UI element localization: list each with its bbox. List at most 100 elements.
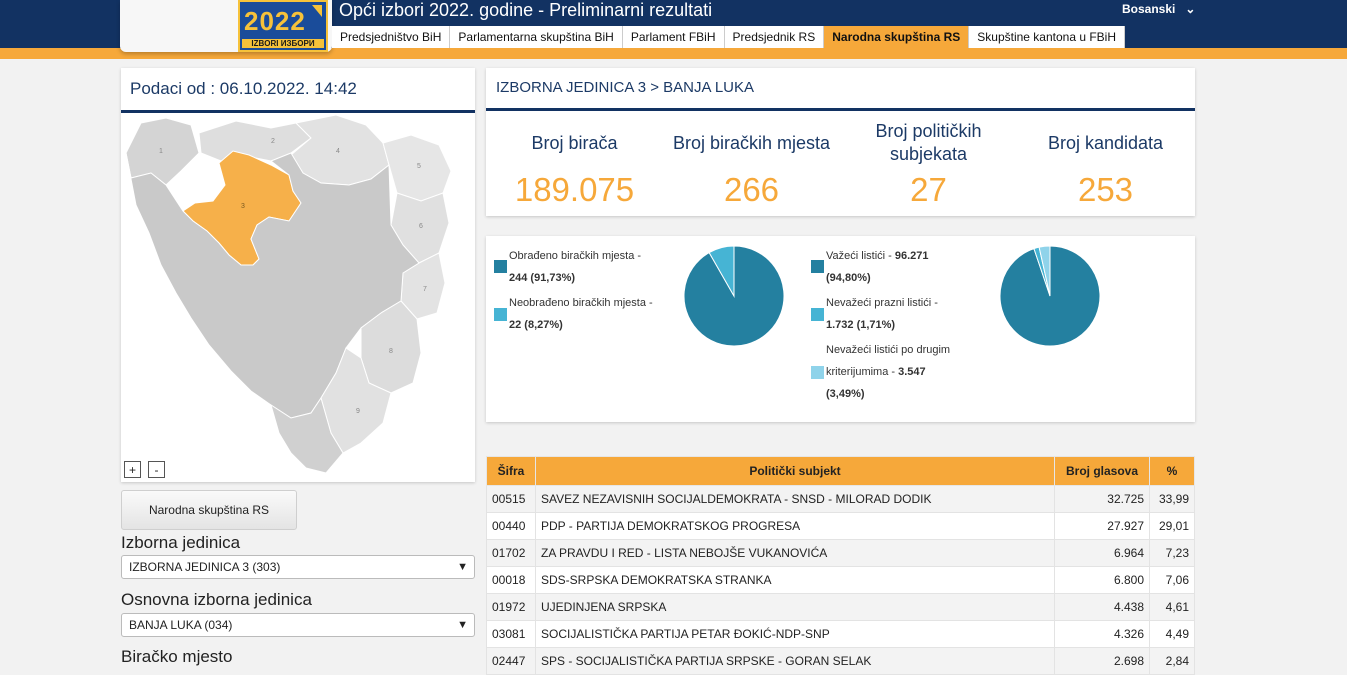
base-unit-select-value: BANJA LUKA (034): [129, 618, 233, 632]
tab-skupstine-kantona[interactable]: Skupštine kantona u FBiH: [969, 26, 1126, 48]
table-row[interactable]: 01702 ZA PRAVDU I RED - LISTA NEBOJŠE VU…: [486, 539, 1195, 567]
cell-votes: 27.927: [1054, 512, 1150, 540]
stat-candidates: Broj kandidata 253: [1017, 111, 1194, 209]
results-table: Šifra Politički subjekt Broj glasova % 0…: [486, 456, 1195, 675]
stat-political-subjects: Broj političkih subjekata 27: [840, 111, 1017, 209]
stat-label: Broj političkih subjekata: [875, 121, 982, 164]
constituency-map[interactable]: 1 2 3 4 5 6 7 8 9: [121, 113, 475, 482]
cell-code: 00440: [486, 512, 536, 540]
stat-value: 266: [723, 171, 780, 208]
legend-label: Nevažeći prazni listići -: [826, 297, 938, 309]
base-unit-select[interactable]: BANJA LUKA (034) ▼: [121, 613, 475, 637]
polling-stations-pie[interactable]: [683, 245, 785, 347]
cell-percent: 4,61: [1149, 593, 1195, 621]
cell-subject: SAVEZ NEZAVISNIH SOCIJALDEMOKRATA - SNSD…: [535, 485, 1055, 513]
map-label-9: 9: [356, 408, 360, 415]
zoom-out-button[interactable]: -: [148, 461, 165, 478]
narodna-skupstina-button[interactable]: Narodna skupština RS: [121, 490, 297, 530]
tab-narodna-skupstina-rs[interactable]: Narodna skupština RS: [824, 26, 970, 48]
table-row[interactable]: 00440 PDP - PARTIJA DEMOKRATSKOG PROGRES…: [486, 512, 1195, 540]
map-label-7: 7: [423, 286, 427, 293]
legend-value-count: 96.271: [894, 250, 929, 262]
cell-percent: 4,49: [1149, 620, 1195, 648]
data-timestamp: Podaci od : 06.10.2022. 14:42: [121, 68, 475, 113]
legend-value: (94,80%): [826, 272, 871, 284]
table-row[interactable]: 02447 SPS - SOCIJALISTIČKA PARTIJA SRPSK…: [486, 647, 1195, 675]
cell-code: 03081: [486, 620, 536, 648]
page-title: Opći izbori 2022. godine - Preliminarni …: [339, 0, 713, 20]
header-code[interactable]: Šifra: [486, 456, 536, 486]
map-region-south[interactable]: [270, 396, 344, 474]
header-percent[interactable]: %: [1149, 456, 1195, 486]
stations-slice-1[interactable]: [708, 245, 735, 298]
cell-percent: 7,06: [1149, 566, 1195, 594]
map-label-8: 8: [389, 348, 393, 355]
legend-label: Važeći listići -: [826, 250, 892, 262]
table-row[interactable]: 01972 UJEDINJENA SRPSKA 4.438 4,61: [486, 593, 1195, 621]
stat-label: Broj biračkih mjesta: [672, 132, 831, 153]
table-row[interactable]: 03081 SOCIJALISTIČKA PARTIJA PETAR ĐOKIĆ…: [486, 620, 1195, 648]
legend-swatch-valid: [811, 260, 824, 273]
cell-subject: PDP - PARTIJA DEMOKRATSKOG PROGRESA: [535, 512, 1055, 540]
ballots-pie[interactable]: [999, 245, 1101, 347]
header-votes[interactable]: Broj glasova: [1054, 456, 1150, 486]
cell-code: 01702: [486, 539, 536, 567]
ballots-slice-2[interactable]: [1038, 245, 1051, 297]
unit-label: Izborna jedinica: [121, 533, 241, 552]
stat-label: Broj birača: [531, 132, 618, 153]
chevron-down-icon: ▼: [457, 619, 468, 631]
unit-select-value: IZBORNA JEDINICA 3 (303): [129, 560, 281, 574]
header-subject[interactable]: Politički subjekt: [535, 456, 1055, 486]
stat-label: Broj kandidata: [1047, 132, 1164, 153]
header-accent-line: [0, 48, 1347, 59]
cell-code: 02447: [486, 647, 536, 675]
election-logo[interactable]: 2022 IZBORI ИЗБОРИ: [238, 0, 328, 52]
map-label-2: 2: [271, 138, 275, 145]
chevron-down-icon: ⌄: [1185, 2, 1196, 16]
legend-swatch-empty: [811, 308, 824, 321]
unit-select[interactable]: IZBORNA JEDINICA 3 (303) ▼: [121, 555, 475, 579]
unit-summary-panel: IZBORNA JEDINICA 3 > BANJA LUKA Broj bir…: [486, 68, 1195, 216]
tab-parlament-fbih[interactable]: Parlament FBiH: [622, 26, 725, 48]
legend-value: (3,49%): [826, 388, 865, 400]
legend-swatch-other-invalid: [811, 366, 824, 379]
language-selector[interactable]: Bosanski ⌄: [1122, 2, 1195, 16]
legend-other-invalid: Nevažeći listići po drugim kriterijumima…: [826, 339, 950, 405]
stat-value: 189.075: [514, 171, 635, 208]
tab-predsjednik-rs[interactable]: Predsjednik RS: [724, 26, 825, 48]
map-label-1: 1: [159, 148, 163, 155]
legend-label: Neobrađeno biračkih mjesta -: [509, 297, 653, 309]
legend-label-2: kriterijumima -: [826, 366, 896, 378]
cell-votes: 6.964: [1054, 539, 1150, 567]
logo-subtitle: IZBORI ИЗБОРИ: [242, 39, 324, 48]
map-label-5: 5: [417, 163, 421, 170]
tab-predsjednistvo-bih[interactable]: Predsjedništvo BiH: [332, 26, 451, 48]
cell-subject: UJEDINJENA SRPSKA: [535, 593, 1055, 621]
chevron-down-icon: ▼: [457, 561, 468, 573]
cell-subject: SDS-SRPSKA DEMOKRATSKA STRANKA: [535, 566, 1055, 594]
legend-processed: Obrađeno biračkih mjesta - 244 (91,73%): [509, 245, 641, 289]
tab-parlamentarna-skupstina-bih[interactable]: Parlamentarna skupština BiH: [450, 26, 623, 48]
cell-percent: 7,23: [1149, 539, 1195, 567]
cell-code: 00018: [486, 566, 536, 594]
legend-unprocessed: Neobrađeno biračkih mjesta - 22 (8,27%): [509, 292, 653, 336]
cell-votes: 4.438: [1054, 593, 1150, 621]
cell-votes: 4.326: [1054, 620, 1150, 648]
flag-icon: [312, 5, 322, 17]
table-row[interactable]: 00515 SAVEZ NEZAVISNIH SOCIJALDEMOKRATA …: [486, 485, 1195, 513]
cell-subject: ZA PRAVDU I RED - LISTA NEBOJŠE VUKANOVI…: [535, 539, 1055, 567]
legend-value: 22 (8,27%): [509, 319, 563, 331]
table-row[interactable]: 00018 SDS-SRPSKA DEMOKRATSKA STRANKA 6.8…: [486, 566, 1195, 594]
legend-empty: Nevažeći prazni listići - 1.732 (1,71%): [826, 292, 938, 336]
cell-percent: 33,99: [1149, 485, 1195, 513]
map-region-fbih[interactable]: [125, 152, 420, 419]
breadcrumb: IZBORNA JEDINICA 3 > BANJA LUKA: [486, 68, 1195, 111]
cell-code: 01972: [486, 593, 536, 621]
election-tabs: Predsjedništvo BiH Parlamentarna skupšti…: [332, 26, 1126, 48]
language-label: Bosanski: [1122, 2, 1176, 16]
zoom-in-button[interactable]: +: [124, 461, 141, 478]
legend-label: Obrađeno biračkih mjesta -: [509, 250, 642, 262]
legend-valid: Važeći listići - 96.271 (94,80%): [826, 245, 929, 289]
map-label-3: 3: [241, 203, 245, 210]
cell-percent: 2,84: [1149, 647, 1195, 675]
